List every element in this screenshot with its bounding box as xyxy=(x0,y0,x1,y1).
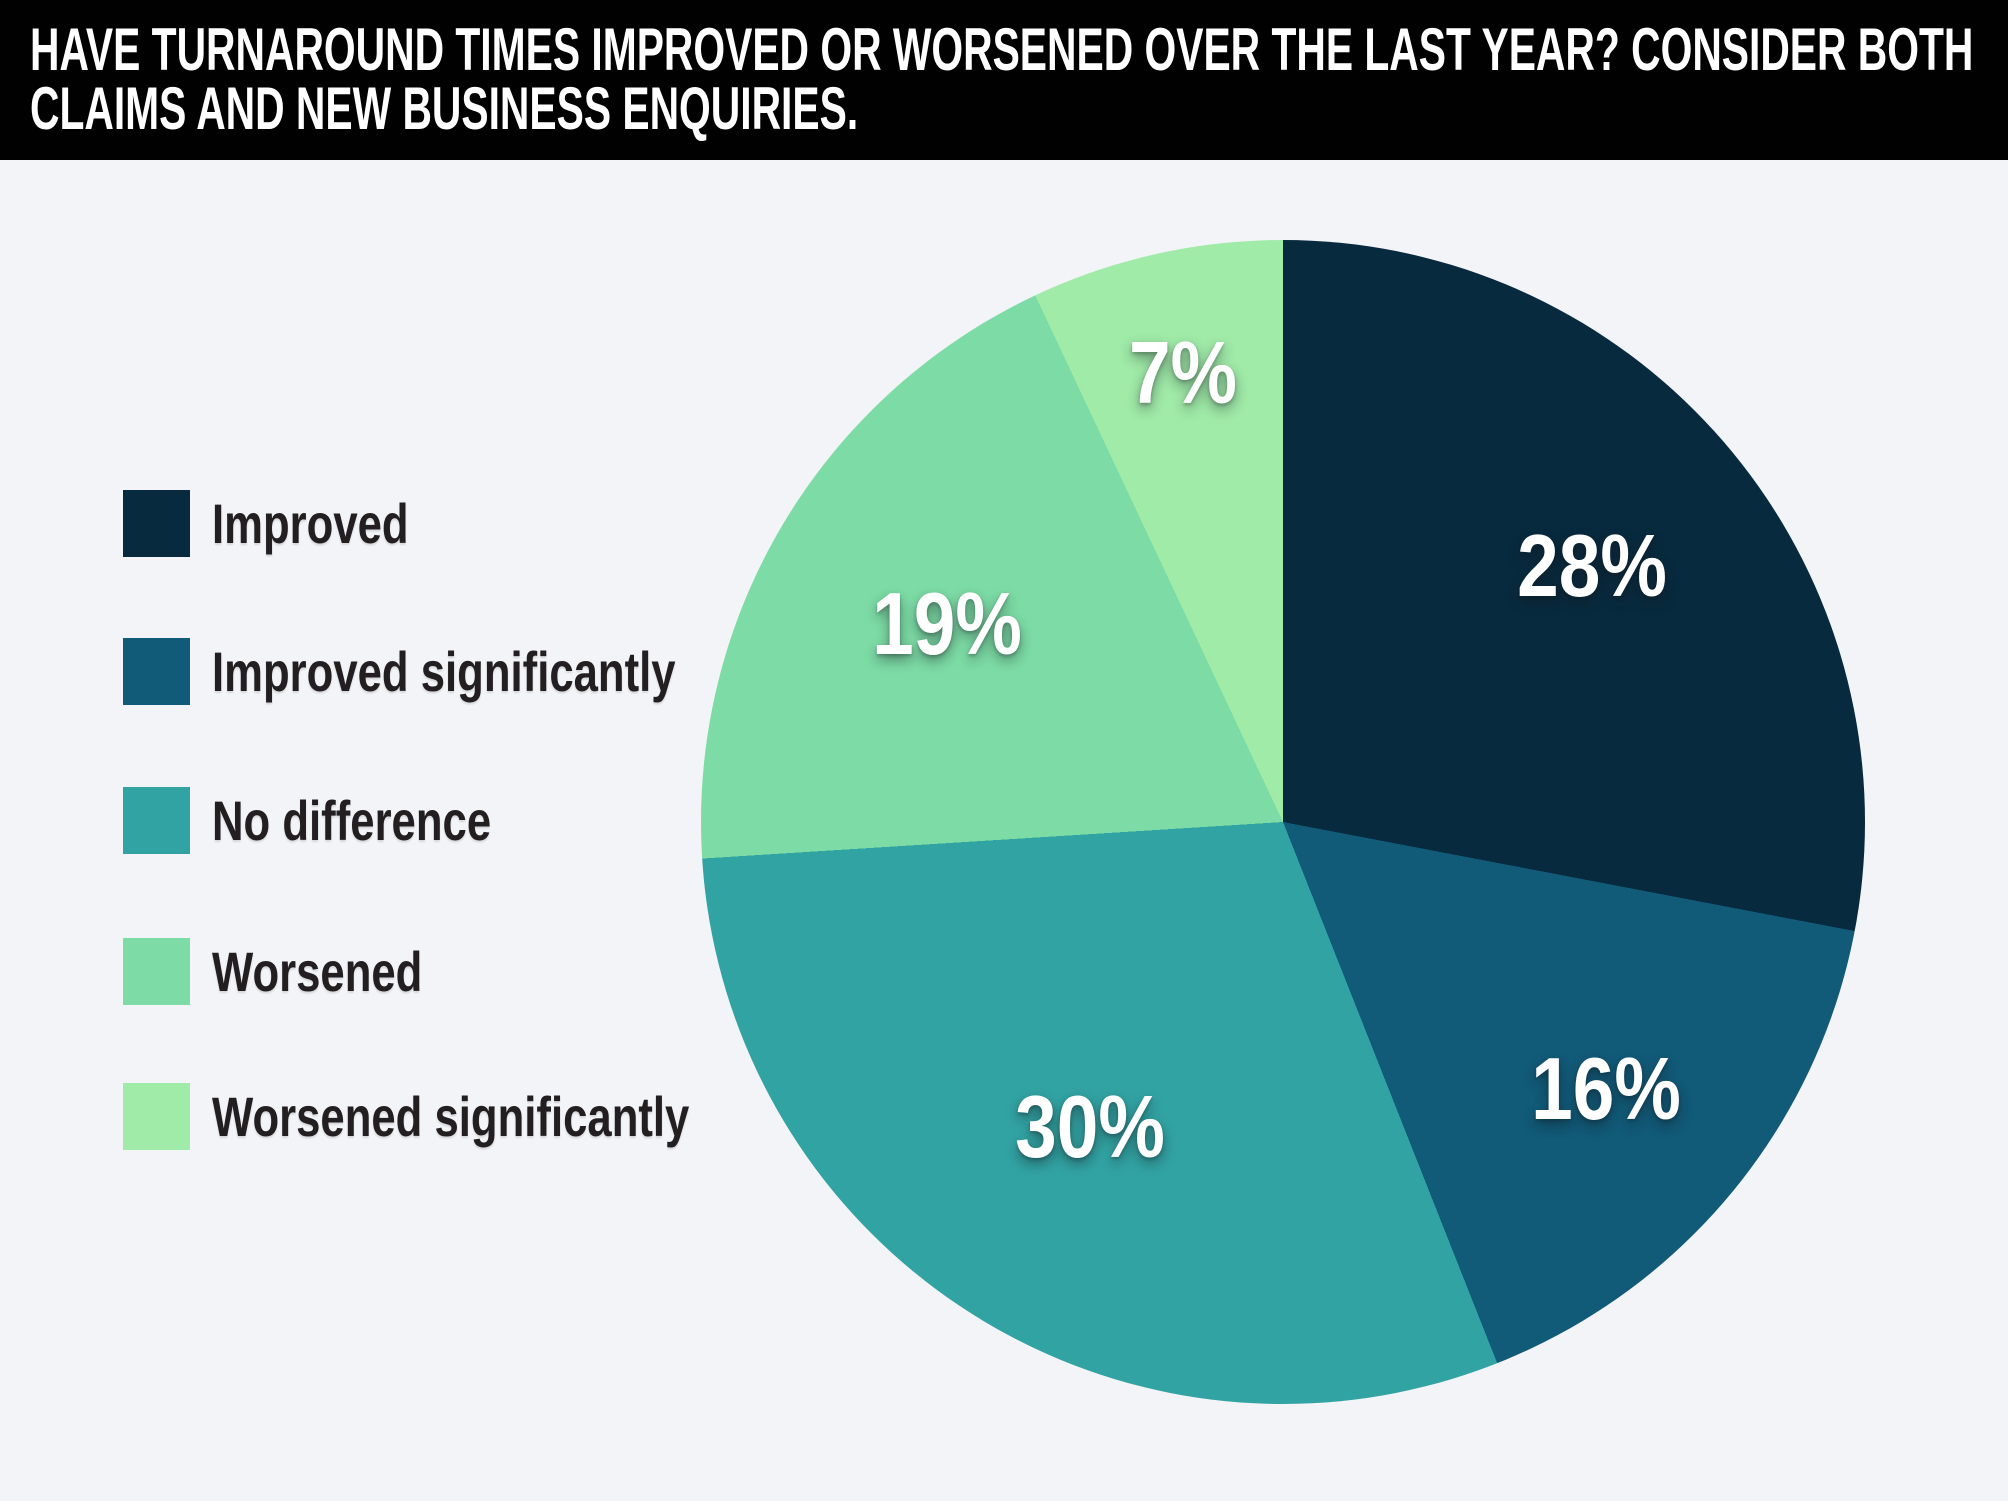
title-banner: HAVE TURNAROUND TIMES IMPROVED OR WORSEN… xyxy=(0,0,2008,160)
legend-label-improved-significantly: Improved significantly xyxy=(212,640,676,703)
legend-swatch-worsened xyxy=(123,938,190,1005)
slice-label-4: 7% xyxy=(1128,323,1237,423)
legend-item-worsened: Worsened xyxy=(123,938,482,1005)
legend-item-worsened-significantly: Worsened significantly xyxy=(123,1083,824,1150)
pie-chart: 28% 16% 30% 19% 7% xyxy=(701,240,1865,1404)
legend-label-worsened-significantly: Worsened significantly xyxy=(212,1085,690,1148)
slice-label-0: 28% xyxy=(1517,516,1668,616)
slice-label-1: 16% xyxy=(1531,1039,1681,1139)
slice-label-2: 30% xyxy=(1014,1076,1165,1176)
title-line-2: CLAIMS AND NEW BUSINESS ENQUIRIES. xyxy=(30,75,859,142)
legend-swatch-improved-significantly xyxy=(123,638,190,705)
legend-swatch-improved xyxy=(123,490,190,557)
legend-item-no-difference: No difference xyxy=(123,787,570,854)
legend-label-improved: Improved xyxy=(212,492,409,555)
legend-label-no-difference: No difference xyxy=(212,789,492,852)
legend-swatch-worsened-significantly xyxy=(123,1083,190,1150)
legend-label-worsened: Worsened xyxy=(212,940,423,1003)
title-line-1: HAVE TURNAROUND TIMES IMPROVED OR WORSEN… xyxy=(30,16,1974,83)
legend-item-improved-significantly: Improved significantly xyxy=(123,638,806,705)
legend-swatch-no-difference xyxy=(123,787,190,854)
slice-label-3: 19% xyxy=(872,573,1023,673)
legend-item-improved: Improved xyxy=(123,490,464,557)
